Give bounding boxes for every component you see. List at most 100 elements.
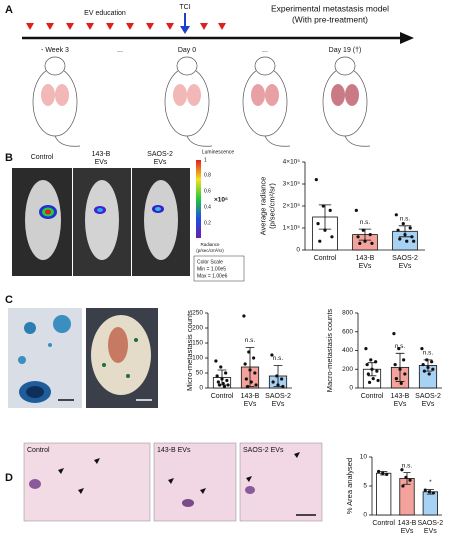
significance-label: n.s. bbox=[245, 337, 256, 344]
data-point bbox=[420, 347, 424, 351]
x-tick-label: 143-B bbox=[391, 393, 410, 400]
y-tick-label: 200 bbox=[192, 325, 203, 332]
colorbar bbox=[196, 160, 201, 238]
data-point bbox=[214, 359, 218, 363]
colorbar-tick: 1 bbox=[204, 157, 207, 163]
x-tick-label: SAOS-2 bbox=[392, 255, 418, 262]
x-tick-label: EVs bbox=[422, 401, 435, 408]
data-point bbox=[318, 239, 322, 243]
data-point bbox=[316, 222, 320, 226]
data-point bbox=[397, 347, 401, 351]
group-label: EVs bbox=[154, 159, 167, 166]
mouse-tail bbox=[54, 135, 81, 147]
model-subtitle: (With pre-treatment) bbox=[292, 14, 368, 24]
y-tick-label: 100 bbox=[192, 355, 203, 362]
timepoint: Day 0 bbox=[178, 47, 196, 54]
histology-label: SAOS-2 EVs bbox=[243, 447, 284, 454]
mouse-illustrations bbox=[32, 56, 371, 147]
group-label: 143-B bbox=[92, 151, 111, 158]
timepoint: Day 19 (†) bbox=[329, 47, 362, 54]
color-scale-text: Min = 1.00e5 bbox=[197, 266, 226, 272]
y-tick-label: 0 bbox=[199, 385, 203, 392]
mouse-head bbox=[176, 56, 198, 76]
data-point bbox=[226, 383, 230, 387]
data-point bbox=[371, 377, 375, 381]
x-tick-label: 143-B bbox=[356, 255, 375, 262]
lung bbox=[187, 84, 201, 106]
x-tick-label: EVs bbox=[272, 401, 285, 408]
data-point bbox=[400, 468, 404, 472]
data-point bbox=[215, 374, 219, 378]
x-tick-label: EVs bbox=[424, 528, 437, 535]
data-point bbox=[330, 235, 334, 239]
x-tick-label: SAOS-2 bbox=[265, 393, 291, 400]
data-point bbox=[244, 377, 248, 381]
y-tick-label: 5 bbox=[363, 483, 367, 490]
group-label: EVs bbox=[95, 159, 108, 166]
data-point bbox=[431, 491, 435, 495]
significance-label: n.s. bbox=[400, 216, 411, 223]
data-point bbox=[222, 384, 227, 389]
significance-label: n.s. bbox=[395, 343, 406, 350]
y-axis-label: Average radiance bbox=[258, 177, 267, 236]
data-point bbox=[314, 178, 318, 182]
y-tick-label: 0 bbox=[349, 385, 353, 392]
y-tick-label: 0 bbox=[363, 512, 367, 519]
tci-label: TCI bbox=[179, 4, 190, 11]
data-point bbox=[376, 378, 380, 383]
group-label: Control bbox=[31, 154, 54, 161]
data-point bbox=[281, 384, 285, 389]
data-point bbox=[430, 360, 434, 364]
y-axis-label: (p/sec/cm²/sr) bbox=[267, 183, 276, 229]
data-point bbox=[216, 380, 220, 384]
data-point bbox=[364, 347, 368, 351]
data-point bbox=[224, 371, 228, 375]
data-point bbox=[398, 367, 402, 371]
mouse-body bbox=[32, 67, 78, 137]
data-point bbox=[421, 362, 425, 367]
panel-label: B bbox=[5, 152, 13, 164]
data-point bbox=[323, 228, 327, 232]
y-tick-label: 1×10⁵ bbox=[283, 225, 301, 232]
significance-label: n.s. bbox=[402, 462, 413, 469]
data-point bbox=[321, 204, 325, 208]
y-axis-label: Micro-metastasis counts bbox=[185, 310, 194, 391]
significance-label: * bbox=[429, 479, 432, 486]
colorbar-tick: 0.4 bbox=[204, 204, 211, 210]
data-point bbox=[375, 369, 379, 373]
ev-injection-markers bbox=[26, 23, 226, 30]
y-tick-label: 10 bbox=[360, 454, 368, 461]
data-point bbox=[374, 360, 378, 364]
data-point bbox=[385, 472, 389, 476]
data-point bbox=[217, 383, 222, 387]
timepoint: ... bbox=[262, 47, 268, 54]
mouse-body bbox=[322, 67, 368, 137]
data-point bbox=[404, 475, 408, 479]
data-point bbox=[225, 378, 229, 383]
data-point bbox=[369, 358, 373, 362]
y-tick-label: 800 bbox=[342, 310, 353, 317]
histology-images bbox=[23, 442, 323, 522]
timeline-arrowhead bbox=[400, 32, 414, 44]
data-point bbox=[426, 365, 430, 369]
x-tick-label: EVs bbox=[399, 263, 412, 270]
y-tick-label: 2×10⁵ bbox=[283, 203, 301, 210]
bar bbox=[376, 472, 392, 516]
error-bar bbox=[395, 352, 405, 382]
data-point bbox=[403, 372, 407, 376]
data-point bbox=[401, 484, 405, 488]
data-point bbox=[356, 235, 360, 239]
data-point bbox=[245, 384, 250, 389]
data-point bbox=[425, 358, 429, 362]
colorbar-unit: (p/sec/cm²/sr) bbox=[196, 248, 224, 253]
data-point bbox=[392, 332, 396, 336]
y-tick-label: 600 bbox=[342, 328, 353, 335]
data-point bbox=[381, 471, 385, 475]
mouse-body bbox=[242, 67, 288, 137]
data-point bbox=[363, 239, 367, 243]
data-point bbox=[377, 469, 381, 474]
x-tick-label: Control bbox=[314, 255, 337, 262]
data-point bbox=[328, 208, 332, 212]
data-point bbox=[248, 368, 252, 372]
